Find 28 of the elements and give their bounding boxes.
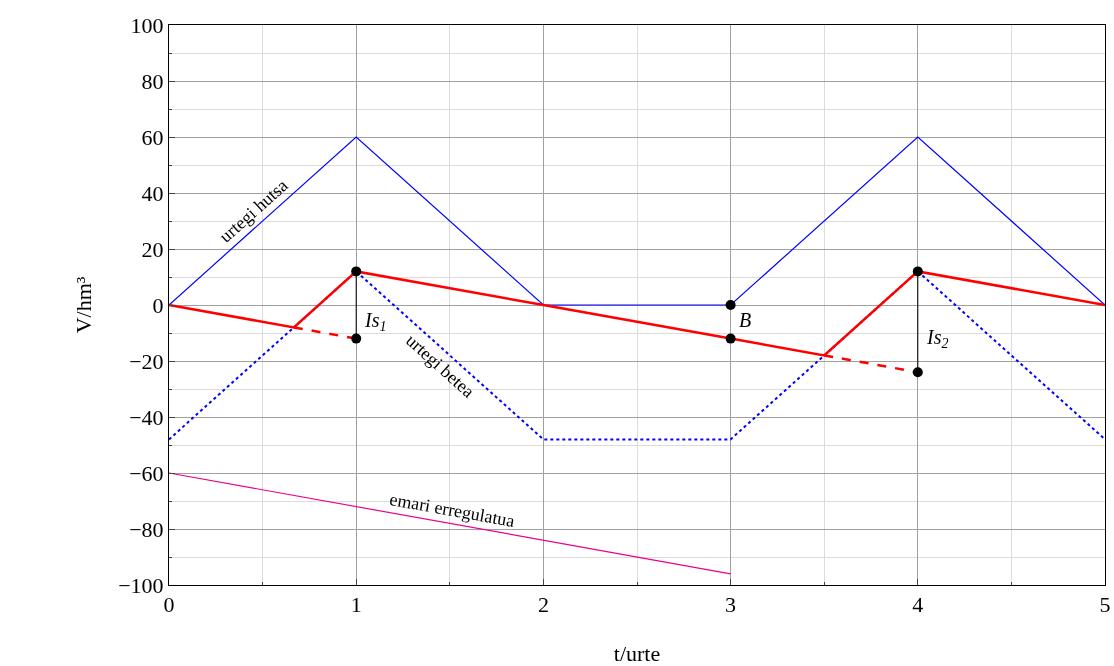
point bbox=[912, 367, 923, 378]
point bbox=[725, 300, 736, 310]
y-tick-label: −60 bbox=[129, 460, 164, 486]
y-axis-title: V/hm³ bbox=[70, 276, 96, 334]
annotation: Is$_{1}$ bbox=[364, 309, 387, 335]
y-tick-label: 100 bbox=[130, 12, 164, 38]
text: emari erregulatua bbox=[388, 488, 517, 531]
x-tick-label: 1 bbox=[350, 592, 362, 618]
y-tick-label: −40 bbox=[129, 404, 164, 430]
y-tick-label: 40 bbox=[141, 180, 164, 206]
annotation: B bbox=[739, 309, 752, 331]
y-tick-label: 80 bbox=[141, 68, 164, 94]
y-tick-label: −20 bbox=[129, 348, 164, 374]
x-tick-label: 5 bbox=[1099, 592, 1111, 618]
y-tick-label: −80 bbox=[129, 516, 164, 542]
y-tick-label: −100 bbox=[118, 572, 164, 598]
x-axis-title: t/urte bbox=[613, 641, 661, 666]
annotation: Is$_{2}$ bbox=[926, 326, 949, 352]
point bbox=[725, 333, 736, 344]
x-tick-label: 4 bbox=[912, 592, 924, 618]
y-tick-label: 60 bbox=[141, 124, 164, 150]
x-tick-label: 3 bbox=[725, 592, 737, 618]
y-tick-label: 20 bbox=[141, 236, 164, 262]
point bbox=[351, 333, 362, 344]
point bbox=[912, 266, 923, 277]
point bbox=[351, 266, 362, 277]
x-tick-label: 2 bbox=[537, 592, 549, 618]
y-tick-label: 0 bbox=[152, 292, 164, 318]
